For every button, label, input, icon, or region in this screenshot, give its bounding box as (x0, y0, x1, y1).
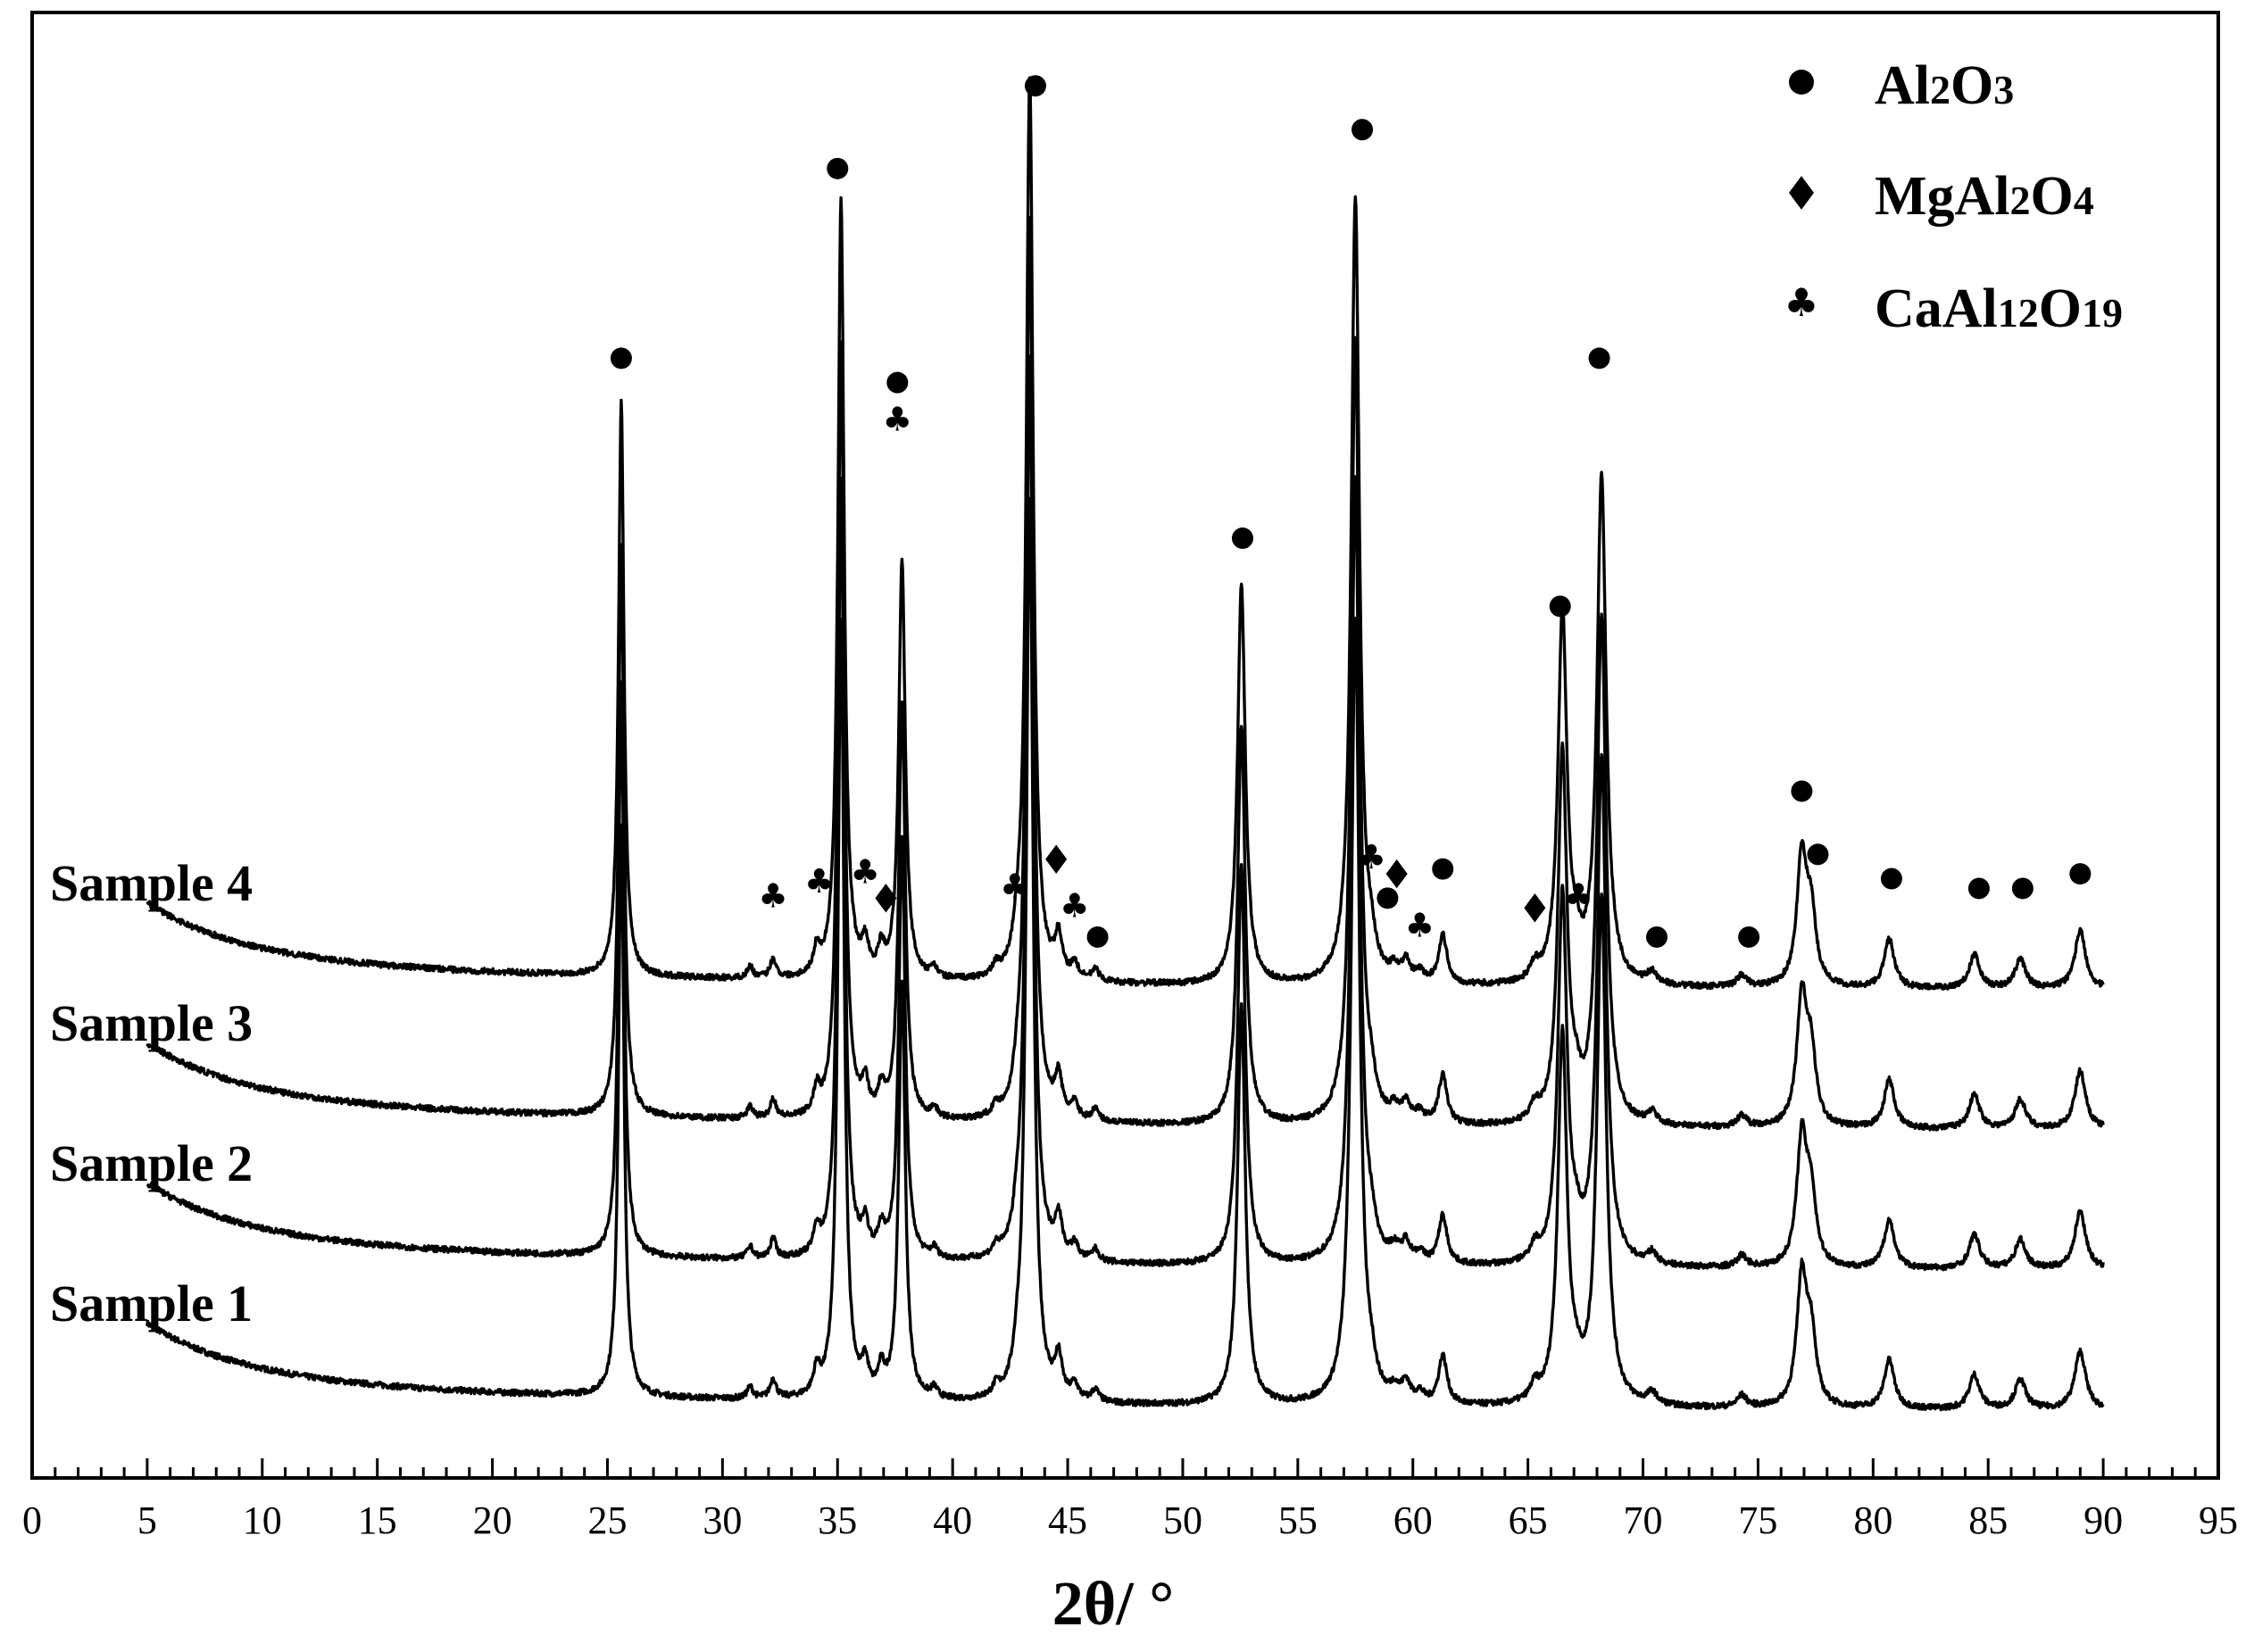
club-marker: ♣ (758, 876, 787, 916)
circle-marker (886, 371, 909, 394)
club-marker: ♣ (1000, 867, 1029, 906)
circle-marker (610, 347, 632, 369)
diamond-marker (1385, 859, 1408, 889)
series-line-sample-4 (146, 76, 2105, 991)
diamond-marker (1524, 893, 1546, 923)
legend-circle-symbol (1789, 70, 1814, 95)
circle-marker (1791, 780, 1813, 802)
series-group (146, 76, 2105, 1412)
sample-label: Sample 4 (50, 854, 253, 912)
club-marker: ♣ (851, 851, 880, 891)
circle-marker (1645, 926, 1668, 948)
circle-marker (827, 157, 849, 179)
circle-marker (1231, 527, 1253, 550)
club-marker: ♣ (804, 861, 834, 901)
series-line-sample-1 (146, 496, 2105, 1412)
x-tick-label: 35 (818, 1498, 857, 1542)
legend-label: Al2O3 (1875, 55, 2014, 116)
circle-marker (1377, 887, 1399, 909)
club-marker: ♣ (1405, 905, 1435, 944)
x-tick-label: 90 (2083, 1498, 2123, 1542)
x-tick-label: 30 (703, 1498, 742, 1542)
x-axis-ticks (30, 1458, 2220, 1478)
plot-frame (30, 11, 2220, 1480)
series-line-sample-2 (146, 354, 2105, 1272)
circle-marker (2011, 877, 2034, 900)
circle-marker (1086, 926, 1109, 948)
x-tick-label: 85 (1968, 1498, 2008, 1542)
x-tick-label: 0 (22, 1498, 42, 1542)
x-tick-label: 10 (243, 1498, 282, 1542)
circle-marker (1024, 75, 1046, 97)
legend-club-symbol: ♣ (1784, 281, 1819, 326)
x-tick-label: 65 (1509, 1498, 1548, 1542)
x-tick-label: 40 (933, 1498, 972, 1542)
sample-labels: Sample 1 Sample 2 Sample 3 Sample 4 (50, 854, 253, 1332)
x-tick-label: 55 (1278, 1498, 1318, 1542)
x-axis-title: 2θ/ ° (1052, 1570, 1174, 1639)
legend-entry: Al2O3 (1789, 55, 2014, 116)
diamond-marker (875, 884, 897, 913)
legend-label: CaAl12O19 (1875, 278, 2123, 339)
club-marker: ♣ (883, 399, 912, 438)
series-line-sample-3 (146, 216, 2105, 1132)
x-tick-label: 45 (1048, 1498, 1087, 1542)
x-axis-tick-labels: 0 5 10 15 20 25 30 35 40 45 50 55 60 65 70 75 80 85 90 95 (22, 1498, 2238, 1542)
x-tick-label: 50 (1163, 1498, 1202, 1542)
club-marker: ♣ (1357, 837, 1386, 876)
circle-marker (1738, 926, 1760, 948)
sample-label: Sample 2 (50, 1134, 253, 1192)
diamond-marker (1045, 844, 1068, 874)
circle-marker (1588, 347, 1610, 369)
x-tick-label: 20 (473, 1498, 512, 1542)
legend-diamond-symbol (1789, 176, 1814, 210)
x-tick-label: 80 (1853, 1498, 1892, 1542)
legend-entry: ♣ CaAl12O19 (1784, 278, 2123, 339)
circle-marker (1549, 595, 1571, 618)
legend-label: MgAl2O4 (1875, 166, 2094, 227)
x-tick-label: 5 (137, 1498, 157, 1542)
sample-label: Sample 1 (50, 1274, 253, 1332)
x-tick-label: 70 (1624, 1498, 1663, 1542)
x-tick-label: 15 (358, 1498, 397, 1542)
circle-marker (2069, 863, 2092, 885)
circle-marker (1880, 868, 1902, 890)
phase-markers: ♣ ♣ ♣ ♣ ♣ ♣ ♣ ♣ ♣ (610, 75, 2092, 948)
x-tick-label: 25 (587, 1498, 627, 1542)
legend: Al2O3 MgAl2O4 ♣ CaAl12O19 (1784, 55, 2123, 339)
x-tick-label: 60 (1393, 1498, 1433, 1542)
circle-marker (1807, 843, 1829, 866)
circle-marker (1432, 858, 1454, 880)
x-tick-label: 75 (1738, 1498, 1777, 1542)
sample-label: Sample 3 (50, 994, 253, 1052)
club-marker: ♣ (1060, 885, 1089, 925)
circle-marker (1967, 877, 1990, 900)
x-tick-label: 95 (2199, 1498, 2238, 1542)
club-marker: ♣ (1564, 876, 1593, 916)
legend-entry: MgAl2O4 (1789, 166, 2094, 227)
circle-marker (1352, 119, 1374, 141)
